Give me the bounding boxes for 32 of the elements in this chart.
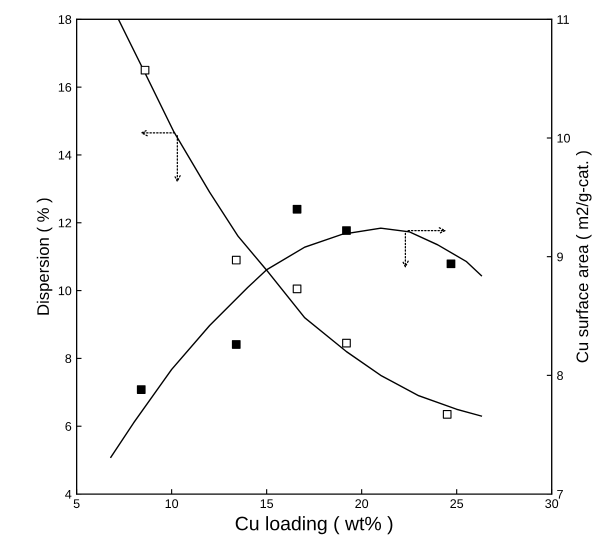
point: [140, 66, 150, 75]
y2-tick-label: 11: [558, 15, 569, 24]
x-tick-label: 25: [450, 499, 464, 508]
y-tick-label: 14: [58, 150, 72, 160]
x-axis-title: Cu loading ( wt% ): [236, 516, 392, 534]
point: [292, 204, 302, 214]
point: [136, 385, 146, 394]
x-tick-label: 30: [545, 499, 558, 508]
y2-axis-title: Cu surface area ( m2/g-cat. ): [576, 151, 592, 362]
x-tick-label: 10: [166, 499, 178, 508]
y-tick-label: 16: [58, 82, 72, 92]
y-tick-label: 12: [58, 218, 72, 228]
y2-tick-label: 9: [557, 252, 563, 262]
point: [232, 340, 241, 349]
y-tick-label: 6: [65, 422, 72, 431]
point: [446, 259, 456, 268]
y-tick-label: 10: [58, 286, 72, 296]
y-tick-label: 4: [65, 490, 72, 499]
y2-tick-label: 8: [557, 371, 563, 380]
point: [232, 256, 241, 264]
point: [342, 226, 351, 235]
point: [342, 338, 351, 348]
x-tick-label: 20: [355, 499, 368, 508]
y-axis-title: Dispersion ( % ): [36, 198, 52, 315]
x-tick-label: 5: [74, 499, 80, 508]
point: [442, 410, 452, 419]
point: [292, 284, 302, 294]
y2-tick-label: 10: [558, 134, 570, 143]
y2-tick-label: 7: [557, 490, 563, 499]
x-tick-label: 15: [260, 499, 274, 508]
y-tick-label: 8: [65, 354, 72, 364]
y-tick-label: 18: [58, 15, 72, 24]
